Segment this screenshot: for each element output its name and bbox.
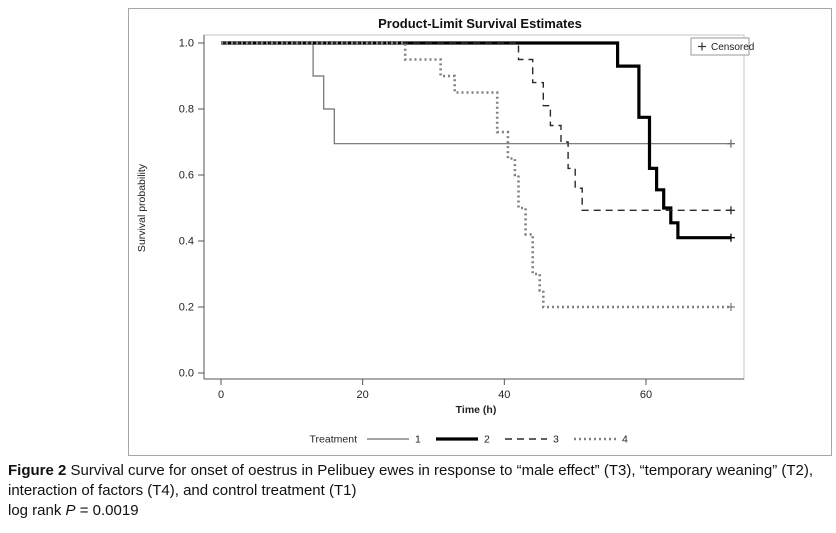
series-line-treatment-3: [221, 42, 731, 211]
y-axis-label: Survival probability: [136, 163, 148, 252]
survival-chart-panel: 0.0 0.2 0.4 0.6 0.8 1.0 0 20 40 60 Time (h) Surviva…: [128, 8, 832, 456]
y-tick-label: 1.0: [179, 38, 194, 50]
y-tick-label: 0.2: [179, 302, 194, 314]
x-tick-label: 0: [218, 389, 224, 401]
y-tick-label: 0.4: [179, 236, 194, 248]
legend-label-treatment-4: 4: [622, 434, 628, 446]
logrank-statistic: log rank P = 0.0019: [8, 501, 828, 521]
survival-plot: 0.0 0.2 0.4 0.6 0.8 1.0 0 20 40 60 Time (h) Surviva…: [136, 34, 754, 446]
series-line-treatment-4: [221, 41, 731, 309]
logrank-symbol: P: [65, 501, 76, 519]
censored-legend-label: Censored: [711, 42, 754, 53]
figure-number-label: Figure 2: [8, 462, 67, 479]
legend-label-treatment-1: 1: [415, 434, 421, 446]
legend-title: Treatment: [310, 434, 358, 446]
censored-legend-box: [690, 37, 750, 56]
chart-title: Product-Limit Survival Estimates: [378, 16, 582, 31]
figure-caption-text: Survival curve for onset of oestrus in P…: [8, 462, 814, 499]
x-tick-label: 20: [357, 389, 369, 401]
y-tick-label: 0.6: [179, 170, 194, 182]
legend-label-treatment-2: 2: [484, 434, 490, 446]
figure-caption-block: Figure 2 Survival curve for onset of oes…: [8, 461, 828, 521]
figure-caption: Figure 2 Survival curve for onset of oes…: [8, 461, 828, 501]
x-axis-label: Time (h): [456, 404, 497, 416]
logrank-prefix: log rank: [8, 501, 66, 519]
series-line-treatment-2: [221, 41, 731, 240]
x-tick-label: 40: [498, 389, 510, 401]
series-line-treatment-1: [221, 42, 731, 145]
y-tick-label: 0.0: [179, 368, 194, 380]
y-tick-label: 0.8: [179, 104, 194, 116]
x-tick-label: 60: [640, 389, 652, 401]
logrank-value: = 0.0019: [75, 501, 139, 519]
legend-label-treatment-3: 3: [553, 434, 559, 446]
